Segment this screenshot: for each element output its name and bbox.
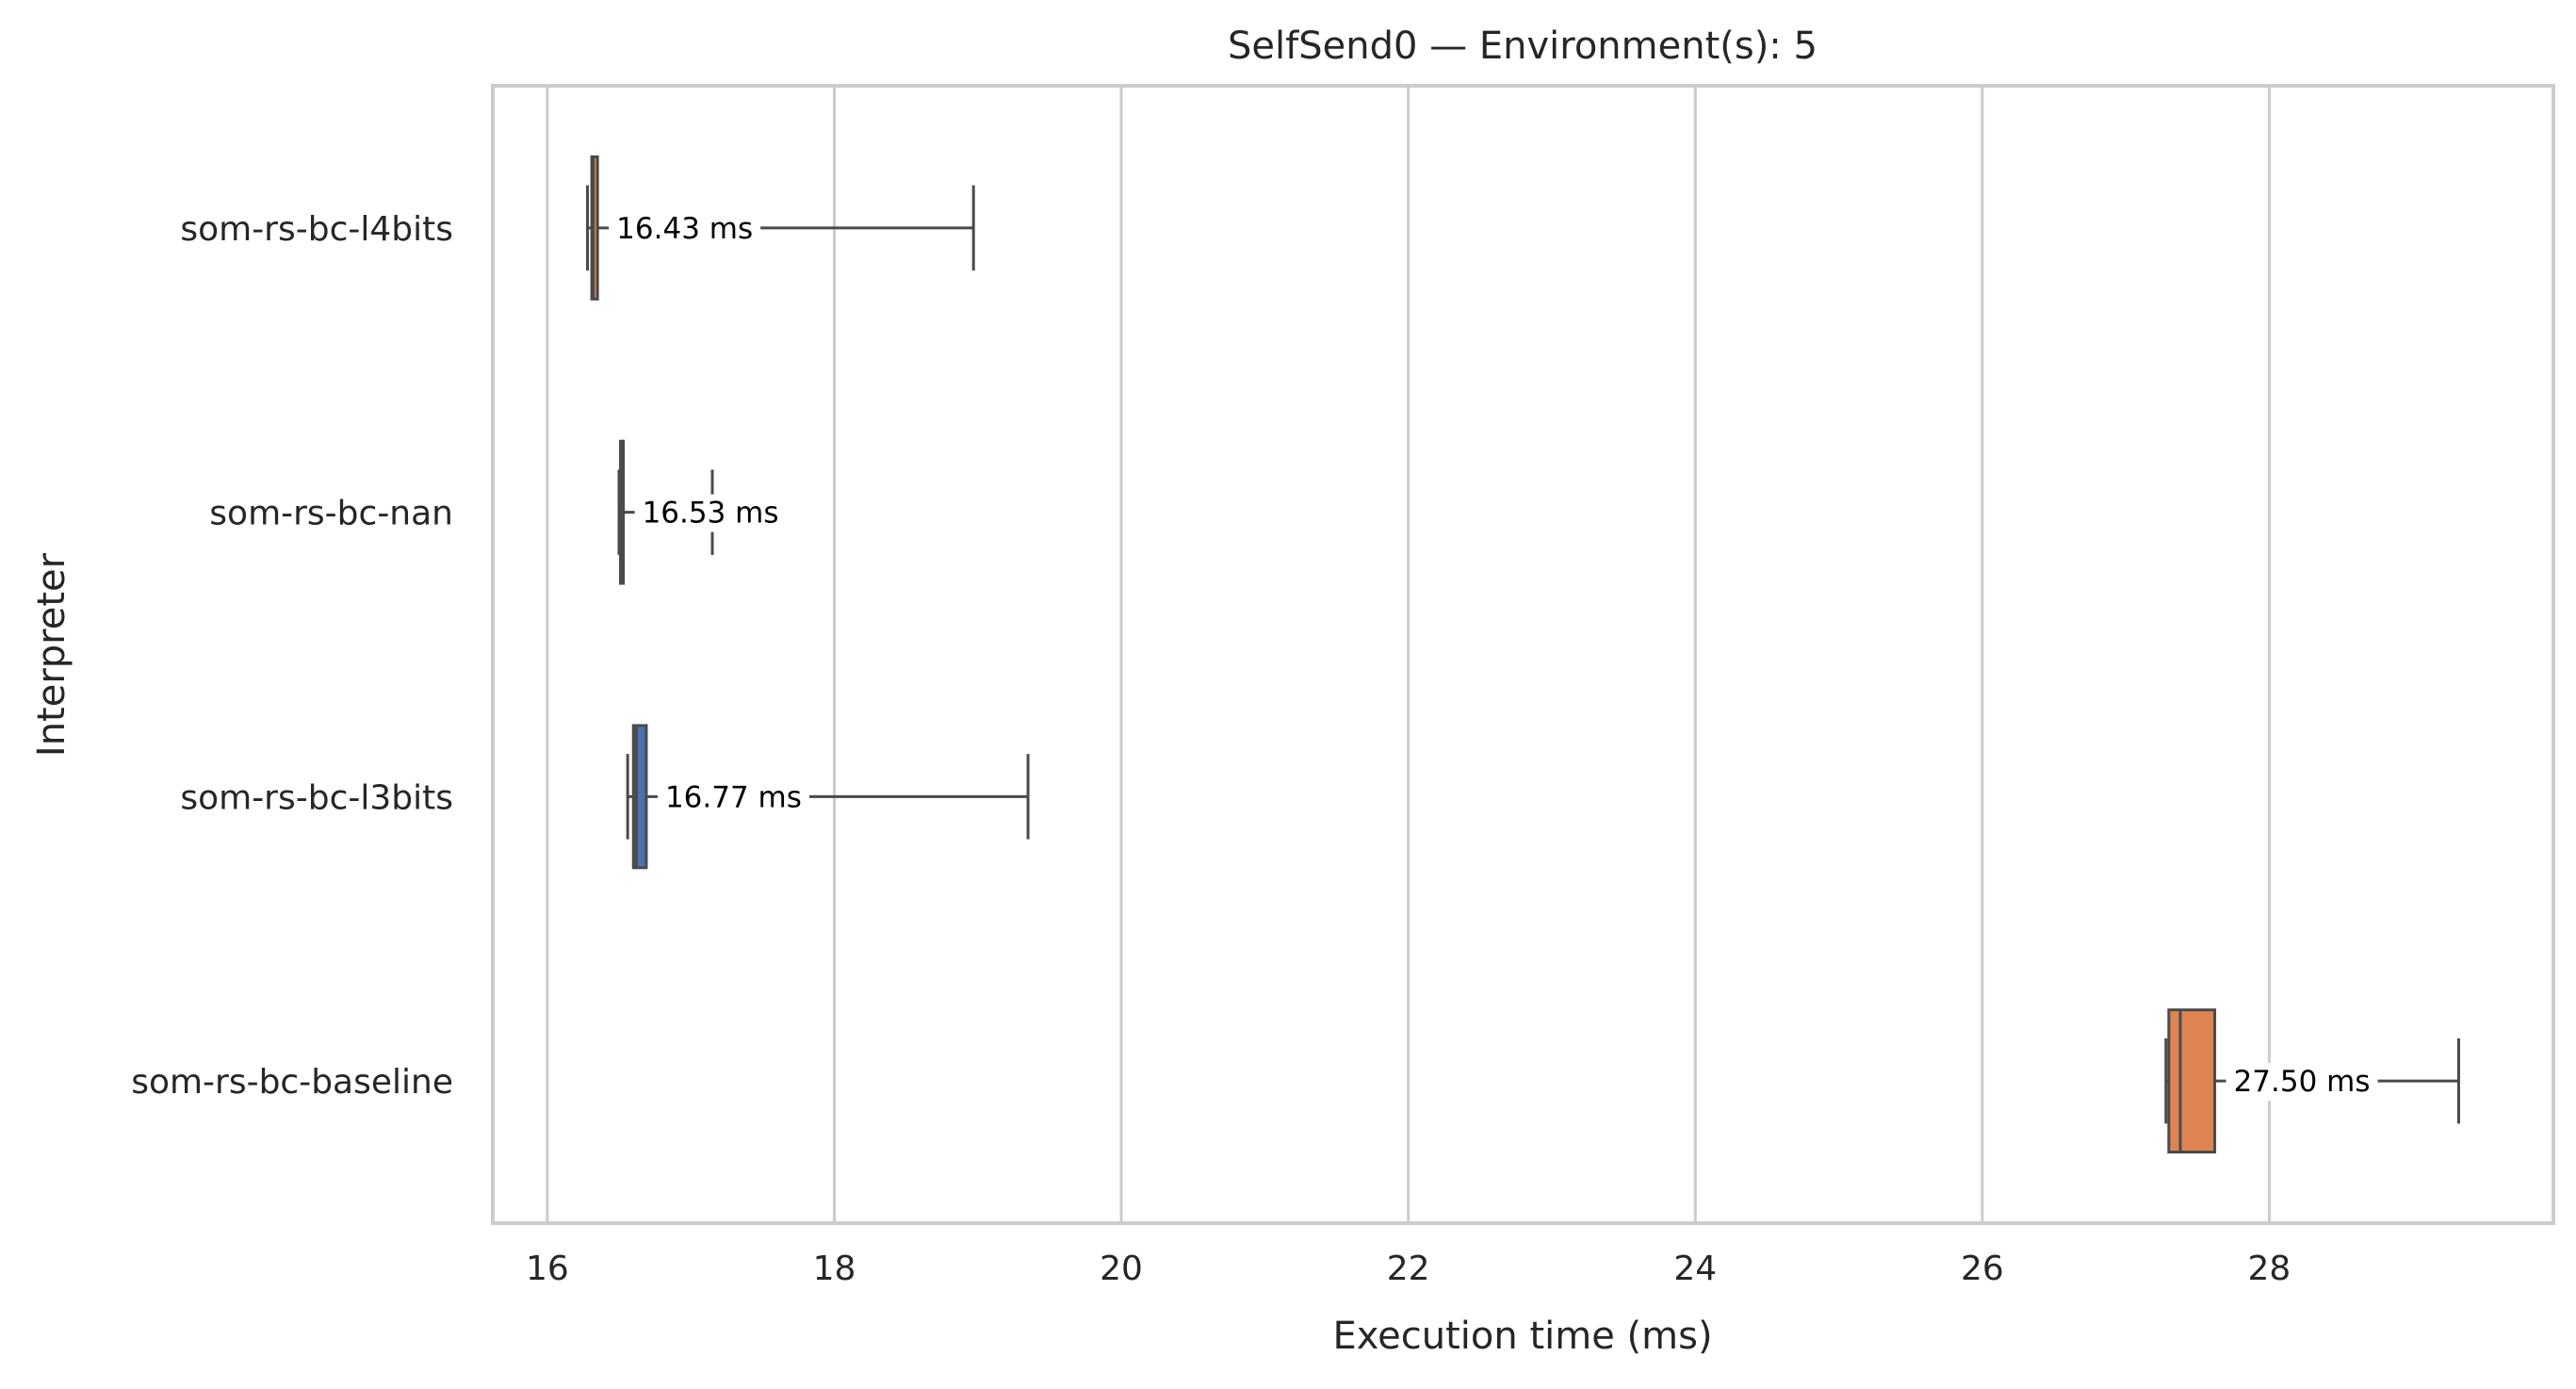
x-tick-label: 26 <box>1961 1250 2004 1288</box>
plot-frame <box>491 84 2555 1225</box>
y-axis-label: Interpreter <box>30 552 73 757</box>
x-axis-label: Execution time (ms) <box>1332 1315 1712 1358</box>
box-group: 16.53 ms <box>617 439 787 585</box>
data-label-background <box>609 209 761 248</box>
data-label: 27.50 ms <box>2234 1065 2371 1099</box>
grid-layer <box>546 86 2271 1223</box>
data-label-background <box>657 778 809 817</box>
data-label: 16.43 ms <box>616 212 753 246</box>
x-tick-label: 20 <box>1100 1250 1143 1288</box>
data-label: 16.77 ms <box>665 780 802 814</box>
iqr-box <box>590 155 599 301</box>
y-tick-label: som-rs-bc-nan <box>209 495 453 533</box>
x-tick-label: 24 <box>1673 1250 1717 1288</box>
data-label-background <box>2225 1063 2378 1102</box>
chart-title: SelfSend0 — Environment(s): 5 <box>1228 25 1818 68</box>
box-group: 16.43 ms <box>586 155 975 301</box>
iqr-box <box>2167 1008 2217 1154</box>
y-tick-label: som-rs-bc-l3bits <box>180 778 453 817</box>
y-tick-label: som-rs-bc-l4bits <box>180 210 453 249</box>
box-group: 27.50 ms <box>2164 1008 2460 1154</box>
box-group: 16.77 ms <box>626 724 1030 870</box>
y-tick-label: som-rs-bc-baseline <box>131 1063 453 1102</box>
x-tick-label: 28 <box>2248 1250 2291 1288</box>
x-tick-label: 18 <box>813 1250 856 1288</box>
tick-layer: 16 18 20 22 24 26 28 som-rs-bc-l4bits som-rs-bc-… <box>131 210 2291 1288</box>
x-tick-label: 16 <box>526 1250 569 1288</box>
data-label: 16.53 ms <box>643 497 779 531</box>
box-layer: 16.43 ms 16.53 ms 16.77 ms 27.50 ms <box>586 155 2460 1154</box>
data-label-background <box>634 494 787 532</box>
x-tick-label: 22 <box>1387 1250 1430 1288</box>
